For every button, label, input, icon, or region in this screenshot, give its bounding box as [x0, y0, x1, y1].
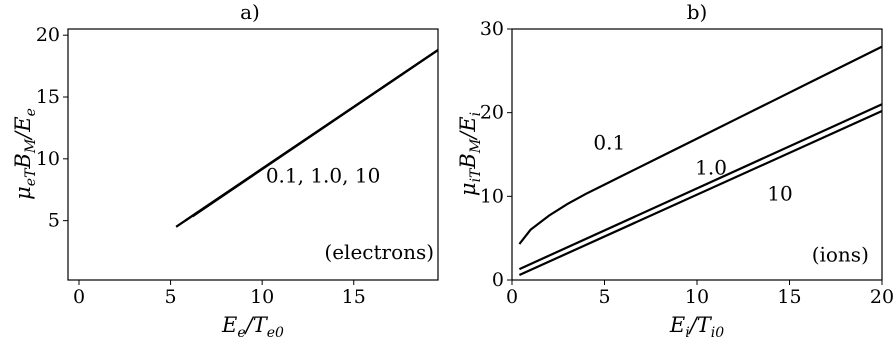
panel-b-xtick-label: 5 — [598, 286, 610, 308]
panel-a-title: a) — [240, 0, 260, 24]
panel-a-xtick-label: 0 — [73, 286, 85, 308]
panel-b-annotation: 0.1 — [593, 130, 625, 154]
panel-b-ytick-label: 30 — [480, 18, 504, 40]
panel-a-annotations: 0.1, 1.0, 10 (electrons) — [266, 163, 434, 264]
panel-b-annotation: 1.0 — [695, 156, 727, 180]
panel-a-frame — [67, 28, 439, 281]
panel-b: b) 0 5 10 15 20 0 10 20 30 0.1 1.0 10 (ions) Ei/Ti0… — [456, 0, 894, 341]
panel-b-ytick-label: 10 — [480, 185, 504, 207]
panel-b-xtick-label: 20 — [870, 286, 894, 308]
panel-a-ytick-label: 15 — [36, 86, 60, 108]
panel-a: a) 0 5 10 15 5 10 15 20 0.1, 1.0, 10 (electrons)… — [11, 0, 439, 341]
panel-b-ytick-label: 20 — [480, 102, 504, 124]
panel-b-ylabel: μiTBM/Ei — [456, 112, 484, 196]
panel-b-ticks: 0 5 10 15 20 0 10 20 30 — [480, 18, 894, 308]
panel-a-ylabel: μeTBM/Ee — [11, 108, 39, 200]
panel-b-ytick-label: 0 — [492, 269, 504, 291]
panel-b-series-0-1 — [518, 45, 883, 245]
panel-a-annotation: 0.1, 1.0, 10 — [266, 163, 381, 187]
panel-b-series-1-0 — [518, 103, 883, 271]
panel-b-xtick-label: 15 — [777, 286, 801, 308]
panel-a-ytick-label: 20 — [36, 24, 60, 46]
panel-b-series — [518, 45, 883, 277]
panel-a-ytick-label: 5 — [48, 210, 60, 232]
panel-b-annotations: 0.1 1.0 10 (ions) — [593, 130, 868, 266]
panel-a-series-10 — [191, 49, 439, 218]
panel-b-xlabel: Ei/Ti0 — [669, 313, 724, 341]
panel-a-xlabel: Ee/Te0 — [221, 313, 284, 341]
panel-b-xtick-label: 10 — [685, 286, 709, 308]
panel-a-xtick-label: 15 — [342, 286, 366, 308]
panel-a-xtick-label: 5 — [165, 286, 177, 308]
panel-a-xtick-label: 10 — [250, 286, 274, 308]
panel-b-xtick-label: 0 — [506, 286, 518, 308]
panel-b-annotation: 10 — [767, 182, 792, 206]
panel-b-annotation: (ions) — [812, 243, 869, 267]
panel-a-ytick-label: 10 — [36, 148, 60, 170]
panel-a-series — [175, 49, 439, 228]
panel-b-title: b) — [687, 0, 708, 24]
panel-b-series-10 — [518, 109, 883, 277]
panel-a-ticks: 0 5 10 15 5 10 15 20 — [36, 24, 366, 308]
panel-a-annotation: (electrons) — [324, 240, 434, 264]
